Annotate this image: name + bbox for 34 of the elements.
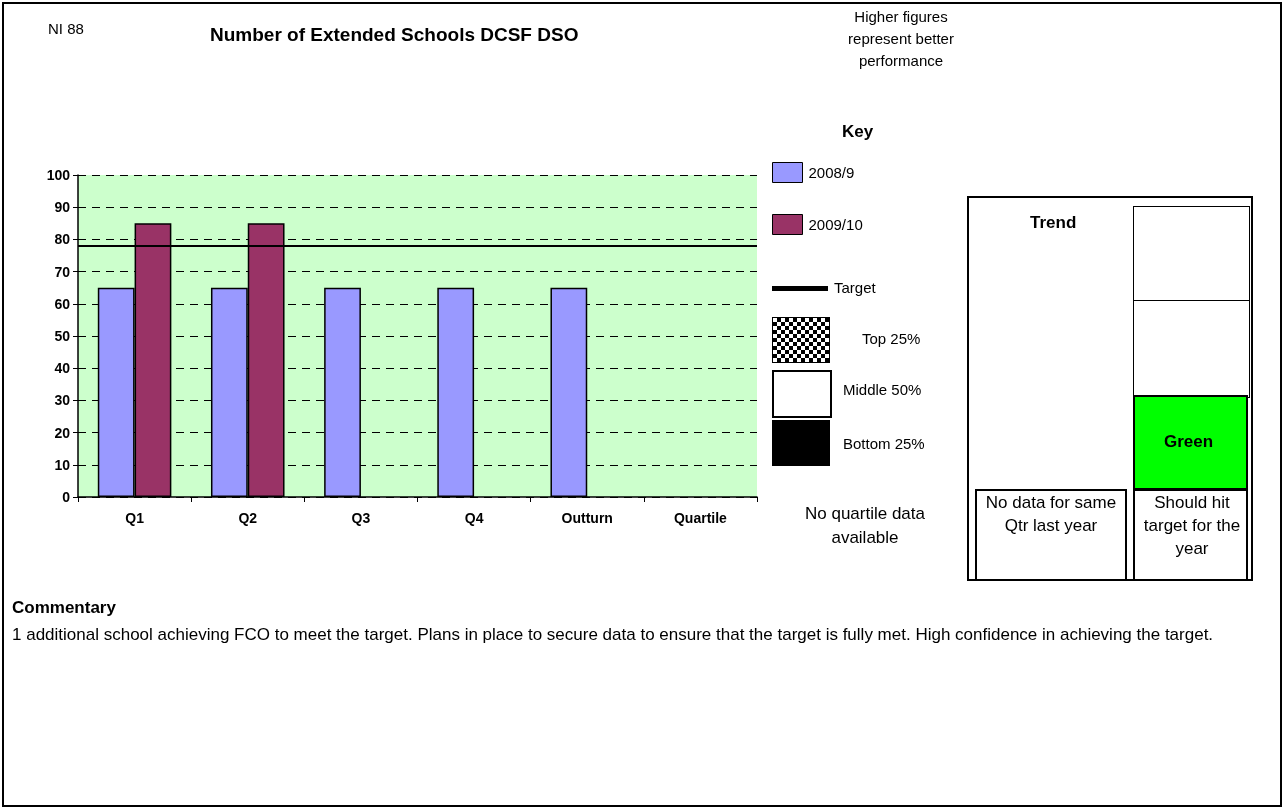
text: Middle 50% xyxy=(843,381,922,398)
y-tick-label: 0 xyxy=(62,489,71,505)
legend-label: 2008/9 xyxy=(808,163,855,181)
chart-title: Number of Extended Schools DCSF DSO xyxy=(210,24,579,45)
legend-label: Target xyxy=(834,279,877,296)
text: 1 additional school achieving FCO to meet the target. Plans in place to secure data to ensure that the target is fully met. High confidence in achieving the target. xyxy=(12,624,1215,646)
y-tick-label: 20 xyxy=(54,424,71,441)
text: Commentary xyxy=(12,598,116,618)
x-tick-label: Q2 xyxy=(238,510,258,526)
text: No quartile data available xyxy=(804,503,926,549)
y-tick-label: 80 xyxy=(54,231,71,248)
y-tick-label: 30 xyxy=(54,392,71,409)
x-tick-label: Quartile xyxy=(673,510,728,526)
text: Should hit target for the year xyxy=(1142,492,1242,560)
text: Higher figures represent better performance xyxy=(847,7,955,71)
x-tick-label: Q3 xyxy=(351,510,371,526)
y-tick-label: 60 xyxy=(54,295,71,312)
text: Trend xyxy=(1030,213,1077,233)
y-tick-label: 10 xyxy=(54,456,71,473)
y-tick-label: 100 xyxy=(46,167,71,183)
y-tick-label: 70 xyxy=(54,263,71,280)
text: No data for same Qtr last year xyxy=(984,492,1118,537)
legend-label: 2009/10 xyxy=(808,215,863,233)
text: NI 88 xyxy=(48,20,84,37)
x-tick-label: Outturn xyxy=(561,510,613,526)
text: Bottom 25% xyxy=(843,435,925,452)
text: Green xyxy=(1164,432,1214,452)
y-tick-label: 50 xyxy=(54,328,71,344)
text: Key xyxy=(842,122,874,142)
y-tick-label: 90 xyxy=(54,199,71,216)
text: Top 25% xyxy=(862,330,921,347)
x-tick-label: Q4 xyxy=(464,510,484,526)
x-tick-label: Q1 xyxy=(125,510,145,526)
y-tick-label: 40 xyxy=(54,360,71,377)
